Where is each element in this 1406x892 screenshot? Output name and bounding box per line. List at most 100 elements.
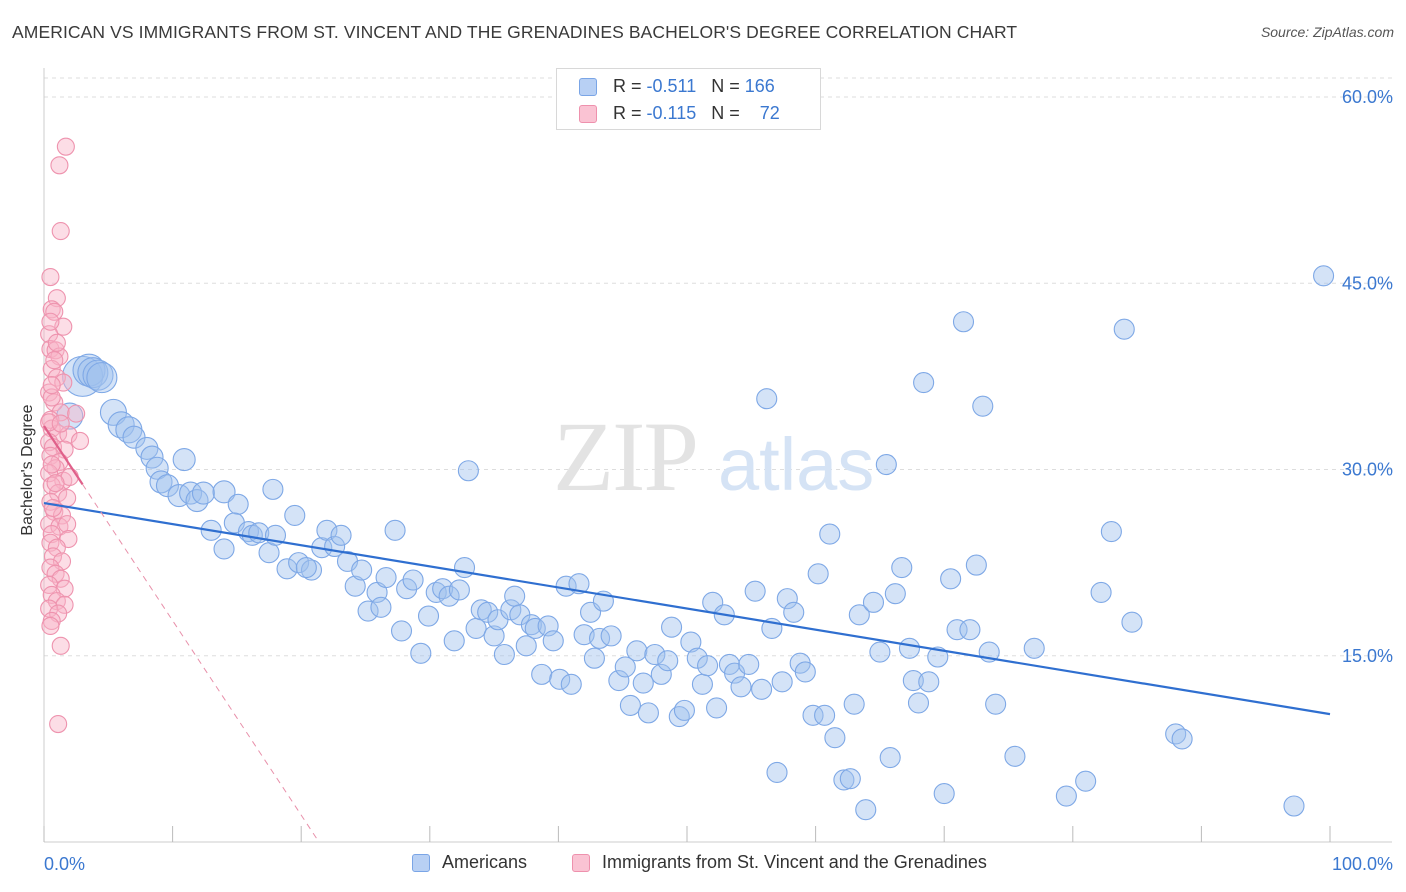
- american-point: [284, 504, 306, 526]
- y-tick-label-0: 15.0%: [1342, 646, 1393, 666]
- chart-title: AMERICAN VS IMMIGRANTS FROM ST. VINCENT …: [12, 22, 1018, 42]
- tick-labels: 15.0% 30.0% 45.0% 60.0% 0.0% 100.0%: [44, 87, 1393, 874]
- axes: [43, 68, 1392, 843]
- americans-trendline: [43, 501, 1331, 716]
- immigrant-point: [58, 489, 77, 508]
- immigrant-point: [49, 714, 68, 734]
- american-point: [959, 619, 981, 641]
- american-point: [608, 670, 630, 692]
- american-point: [172, 448, 196, 472]
- american-point: [453, 557, 476, 579]
- american-point: [626, 640, 648, 662]
- american-point: [549, 668, 571, 690]
- american-point: [819, 523, 841, 545]
- legend-americans-r-label: R =: [613, 76, 647, 96]
- immigrant-point: [45, 351, 64, 370]
- american-point: [262, 478, 284, 500]
- american-point: [637, 702, 659, 724]
- american-point: [839, 768, 861, 790]
- american-point: [913, 372, 935, 394]
- immigrant-point: [67, 404, 86, 423]
- american-point: [691, 673, 713, 695]
- legend-swatch-americans: [579, 78, 597, 96]
- american-point: [524, 617, 546, 639]
- american-point: [794, 661, 816, 683]
- immigrant-point: [46, 564, 65, 583]
- y-tick-label-1: 30.0%: [1342, 460, 1393, 480]
- legend-americans-n-value: 166: [744, 76, 775, 96]
- american-point: [390, 620, 413, 642]
- immigrant-point: [54, 373, 73, 392]
- american-point: [1090, 581, 1112, 603]
- american-point: [632, 672, 654, 694]
- american-point: [783, 601, 805, 623]
- immigrant-point: [40, 383, 59, 402]
- immigrant-point: [45, 302, 64, 321]
- american-point: [448, 579, 470, 601]
- bottom-legend-swatch-immigrants: [572, 854, 590, 872]
- american-point: [1075, 770, 1097, 792]
- american-point: [443, 630, 465, 652]
- immigrant-point: [45, 393, 64, 412]
- american-point: [855, 799, 877, 821]
- source-label: Source: ZipAtlas.com: [1260, 24, 1394, 40]
- immigrant-point: [43, 547, 63, 566]
- american-point: [140, 445, 164, 469]
- y-tick-label-3: 60.0%: [1342, 87, 1393, 107]
- american-point: [425, 581, 447, 603]
- american-point: [650, 663, 672, 685]
- american-point: [457, 460, 479, 482]
- american-point: [351, 559, 373, 581]
- american-point: [560, 673, 582, 695]
- american-point: [370, 596, 392, 618]
- american-point: [1121, 611, 1143, 633]
- american-point: [520, 614, 542, 636]
- american-point: [661, 616, 683, 638]
- american-point: [697, 655, 719, 677]
- american-point: [918, 671, 940, 693]
- american-point: [1023, 637, 1045, 659]
- american-point: [1313, 265, 1335, 287]
- american-point: [493, 643, 515, 666]
- american-point: [965, 554, 987, 576]
- american-point: [680, 631, 702, 653]
- american-point: [1113, 318, 1135, 340]
- legend-immigrants-r-value: -0.115: [646, 103, 697, 123]
- bottom-legend-swatch-americans: [412, 854, 430, 872]
- american-point: [357, 600, 379, 622]
- bottom-legend-label-americans: Americans: [442, 852, 528, 872]
- american-point: [477, 601, 499, 623]
- american-point: [1004, 745, 1026, 767]
- american-point: [907, 692, 930, 714]
- american-point: [438, 585, 460, 607]
- immigrant-point: [47, 538, 66, 557]
- americans-points: [56, 265, 1335, 821]
- american-point: [542, 630, 564, 652]
- american-point: [396, 578, 418, 600]
- american-point: [1100, 521, 1122, 543]
- american-point: [504, 585, 526, 607]
- watermark-atlas: atlas: [718, 423, 874, 506]
- american-point: [417, 605, 440, 627]
- american-point: [833, 769, 855, 791]
- immigrant-point: [58, 515, 77, 534]
- immigrant-point: [51, 414, 70, 433]
- american-point: [972, 395, 994, 417]
- american-point: [766, 761, 788, 784]
- american-point: [776, 588, 798, 610]
- american-point: [185, 488, 209, 513]
- legend-americans-r-value: -0.511: [646, 76, 697, 96]
- immigrant-point: [42, 388, 61, 407]
- immigrants-points: [40, 137, 90, 734]
- american-point: [77, 357, 109, 389]
- american-point: [145, 456, 169, 480]
- american-point: [744, 580, 766, 602]
- american-point: [1171, 728, 1193, 750]
- american-point: [771, 671, 793, 693]
- american-point: [802, 704, 824, 726]
- american-point: [179, 481, 203, 505]
- y-axis-label: Bachelor's Degree: [19, 404, 36, 536]
- american-point: [869, 641, 891, 663]
- american-point: [898, 637, 921, 659]
